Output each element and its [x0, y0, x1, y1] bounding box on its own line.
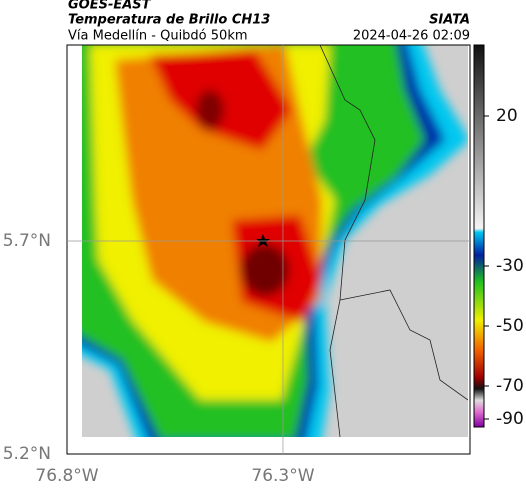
x-tick-label: 76.8°W: [35, 466, 98, 486]
location-star: [256, 234, 270, 247]
y-tick-label: 5.7°N: [3, 231, 51, 251]
colorbar-label: -90: [496, 409, 524, 429]
title: GOES-EAST: [68, 0, 152, 13]
colorbar-label: -70: [496, 376, 524, 396]
satellite-image: [82, 45, 468, 437]
subtitle: Temperatura de Brillo CH13: [68, 13, 270, 28]
source: SIATA: [429, 13, 470, 28]
route: Vía Medellín - Quibdó 50km: [68, 29, 248, 44]
colorbar: [473, 44, 485, 428]
y-tick-label: 5.2°N: [3, 444, 51, 464]
x-tick-label: 76.3°W: [251, 466, 314, 486]
colorbar-label: 20: [496, 106, 518, 126]
map-frame: [66, 44, 471, 455]
colorbar-label: -50: [496, 316, 524, 336]
colorbar-label: -30: [496, 256, 524, 276]
datetime: 2024-04-26 02:09: [353, 29, 470, 44]
